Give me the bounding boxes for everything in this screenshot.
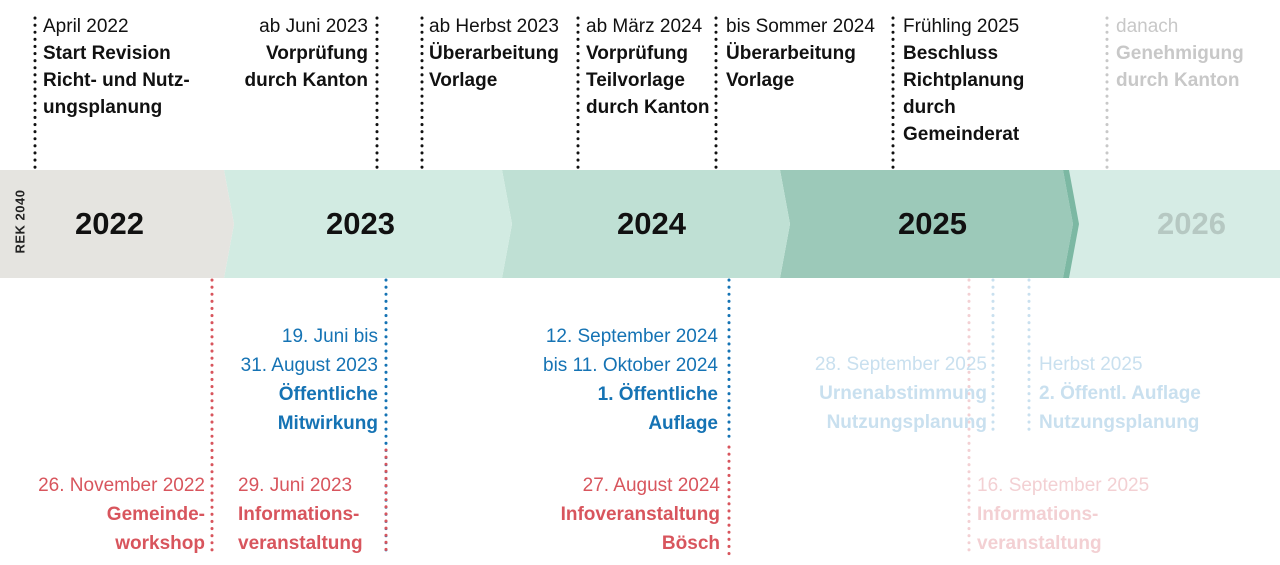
band-2024 bbox=[502, 170, 790, 278]
participation-title-line: Nutzungsplanung bbox=[1039, 412, 1200, 433]
participation-zweite-auflage: Herbst 2025 2. Öffentl. Auflage Nutzungs… bbox=[1039, 350, 1201, 437]
event-title-line: veranstaltung bbox=[977, 533, 1102, 554]
participation-title-line: Auflage bbox=[648, 413, 718, 434]
milestone-title-line: Vorprüfung bbox=[586, 43, 689, 64]
event-gemeindeworkshop: 26. November 2022 Gemeinde- workshop bbox=[38, 471, 205, 558]
event-title-line: Infoveranstaltung bbox=[560, 504, 720, 525]
milestone-title-line: Vorlage bbox=[726, 70, 795, 91]
participation-oeffentliche-auflage: 12. September 2024 bis 11. Oktober 2024 … bbox=[543, 322, 718, 438]
event-title-line: veranstaltung bbox=[238, 533, 363, 554]
milestone-date: ab Juni 2023 bbox=[259, 16, 368, 37]
participation-title-line: Urnenabstimmung bbox=[819, 383, 987, 404]
event-informationsveranstaltung-2025: 16. September 2025 Informations- veranst… bbox=[977, 471, 1149, 558]
milestone-date: ab Herbst 2023 bbox=[429, 16, 559, 37]
event-date: 27. August 2024 bbox=[582, 475, 720, 496]
year-2023: 2023 bbox=[326, 206, 395, 241]
participation-date-line: Herbst 2025 bbox=[1039, 354, 1143, 375]
milestone-title-line: Beschluss bbox=[903, 43, 999, 64]
participation-title-line: Öffentliche bbox=[278, 384, 378, 405]
year-2022: 2022 bbox=[75, 206, 144, 241]
year-2026: 2026 bbox=[1157, 206, 1226, 241]
event-title-line: Bösch bbox=[661, 533, 720, 554]
milestone-title-line: Genehmigung bbox=[1116, 43, 1244, 64]
milestone-title-line: ungsplanung bbox=[43, 97, 163, 118]
participation-title-line: Nutzungsplanung bbox=[826, 412, 987, 433]
band-2025 bbox=[780, 170, 1073, 278]
milestone-title-line: durch bbox=[903, 97, 956, 118]
milestone-title-line: Richt- und Nutz- bbox=[43, 70, 190, 91]
milestone-date: danach bbox=[1116, 16, 1179, 37]
side-label: REK 2040 bbox=[12, 189, 28, 254]
milestone-date: ab März 2024 bbox=[586, 16, 703, 37]
milestone-beschluss-richtplanung: Frühling 2025 Beschluss Richtplanung dur… bbox=[903, 13, 1024, 148]
participation-date-line: 28. September 2025 bbox=[814, 354, 987, 375]
participation-title-line: 2. Öffentl. Auflage bbox=[1039, 383, 1201, 404]
event-title-line: Informations- bbox=[977, 504, 1099, 525]
event-date: 29. Juni 2023 bbox=[238, 475, 353, 496]
milestone-title-line: Richtplanung bbox=[903, 70, 1025, 91]
participation-title-line: 1. Öffentliche bbox=[597, 384, 718, 405]
band-2025-edge bbox=[1063, 170, 1079, 278]
milestone-title-line: Teilvorlage bbox=[586, 70, 685, 91]
milestone-title-line: durch Kanton bbox=[244, 70, 369, 91]
milestone-title-line: Überarbeitung bbox=[726, 43, 856, 64]
milestone-vorpruefung-kanton: ab Juni 2023 Vorprüfung durch Kanton bbox=[245, 13, 369, 94]
band-2026 bbox=[1062, 170, 1280, 278]
participation-date-line: 12. September 2024 bbox=[545, 326, 718, 347]
year-2024: 2024 bbox=[617, 206, 686, 241]
participation-title-line: Mitwirkung bbox=[277, 413, 378, 434]
event-title-line: workshop bbox=[115, 533, 205, 554]
milestone-ueberarbeitung-2023: ab Herbst 2023 Überarbeitung Vorlage bbox=[429, 13, 559, 94]
participation-urnenabstimmung: 28. September 2025 Urnenabstimmung Nutzu… bbox=[815, 350, 987, 437]
milestone-title-line: durch Kanton bbox=[586, 97, 710, 118]
band-2022 bbox=[0, 170, 234, 278]
event-title-line: Gemeinde- bbox=[106, 504, 205, 525]
participation-date-line: bis 11. Oktober 2024 bbox=[543, 355, 718, 376]
milestone-title-line: Vorprüfung bbox=[265, 43, 368, 64]
milestone-vorpruefung-teilvorlage: ab März 2024 Vorprüfung Teilvorlage durc… bbox=[586, 13, 710, 121]
milestone-date: bis Sommer 2024 bbox=[726, 16, 875, 37]
milestone-title-line: durch Kanton bbox=[1116, 70, 1240, 91]
milestone-title-line: Vorlage bbox=[429, 70, 498, 91]
band-2023 bbox=[224, 170, 512, 278]
milestone-start-revision: April 2022 Start Revision Richt- und Nut… bbox=[43, 13, 190, 121]
milestone-ueberarbeitung-2024: bis Sommer 2024 Überarbeitung Vorlage bbox=[726, 13, 875, 94]
participation-date-line: 31. August 2023 bbox=[240, 355, 378, 376]
event-date: 16. September 2025 bbox=[977, 475, 1150, 496]
milestone-title-line: Überarbeitung bbox=[429, 43, 559, 64]
participation-oeffentliche-mitwirkung: 19. Juni bis 31. August 2023 Öffentliche… bbox=[241, 322, 378, 438]
milestone-date: Frühling 2025 bbox=[903, 16, 1020, 37]
event-title-line: Informations- bbox=[238, 504, 360, 525]
participation-date-line: 19. Juni bis bbox=[281, 326, 378, 347]
milestone-date: April 2022 bbox=[43, 16, 129, 37]
milestone-genehmigung-kanton: danach Genehmigung durch Kanton bbox=[1116, 13, 1244, 94]
milestone-title-line: Start Revision bbox=[43, 43, 171, 64]
event-infoveranstaltung-boesch: 27. August 2024 Infoveranstaltung Bösch bbox=[561, 471, 720, 558]
event-informationsveranstaltung-2023: 29. Juni 2023 Informations- veranstaltun… bbox=[238, 471, 363, 558]
year-2025: 2025 bbox=[898, 206, 967, 241]
event-date: 26. November 2022 bbox=[38, 475, 205, 496]
milestone-title-line: Gemeinderat bbox=[903, 124, 1020, 145]
